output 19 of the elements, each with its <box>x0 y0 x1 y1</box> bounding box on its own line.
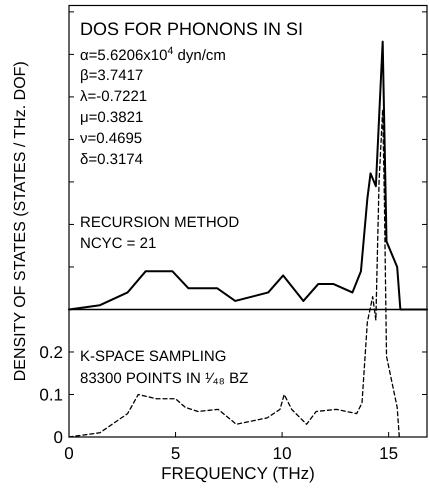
annotation: NCYC = 21 <box>80 235 156 252</box>
annotation: 83300 POINTS IN ¹⁄₄₈ BZ <box>80 370 248 387</box>
x-axis-title: FREQUENCY (THz) <box>161 464 315 483</box>
annotation: δ=0.3174 <box>80 151 143 168</box>
annotation: λ=-0.7221 <box>80 88 148 105</box>
x-tick-label: 10 <box>272 444 292 463</box>
x-tick-label: 5 <box>170 444 180 463</box>
y-tick-label: 0.1 <box>39 385 63 404</box>
annotation: RECURSION METHOD <box>80 214 240 231</box>
annotation: β=3.7417 <box>80 67 144 84</box>
y-tick-label: 0 <box>54 428 63 447</box>
annotation: μ=0.3821 <box>80 109 144 126</box>
annotation: α=5.6206x10$^{4}$ dyn/cm <box>80 45 226 64</box>
annotation: K-SPACE SAMPLING <box>80 348 226 365</box>
x-tick-label: 15 <box>379 444 398 463</box>
y-tick-label: 0.2 <box>39 342 63 362</box>
text: DOS FOR PHONONS IN SI <box>80 19 304 39</box>
annotation: ν=0.4695 <box>80 130 142 147</box>
y-axis-title: DENSITY OF STATES (STATES / THz. DOF) <box>12 61 29 382</box>
